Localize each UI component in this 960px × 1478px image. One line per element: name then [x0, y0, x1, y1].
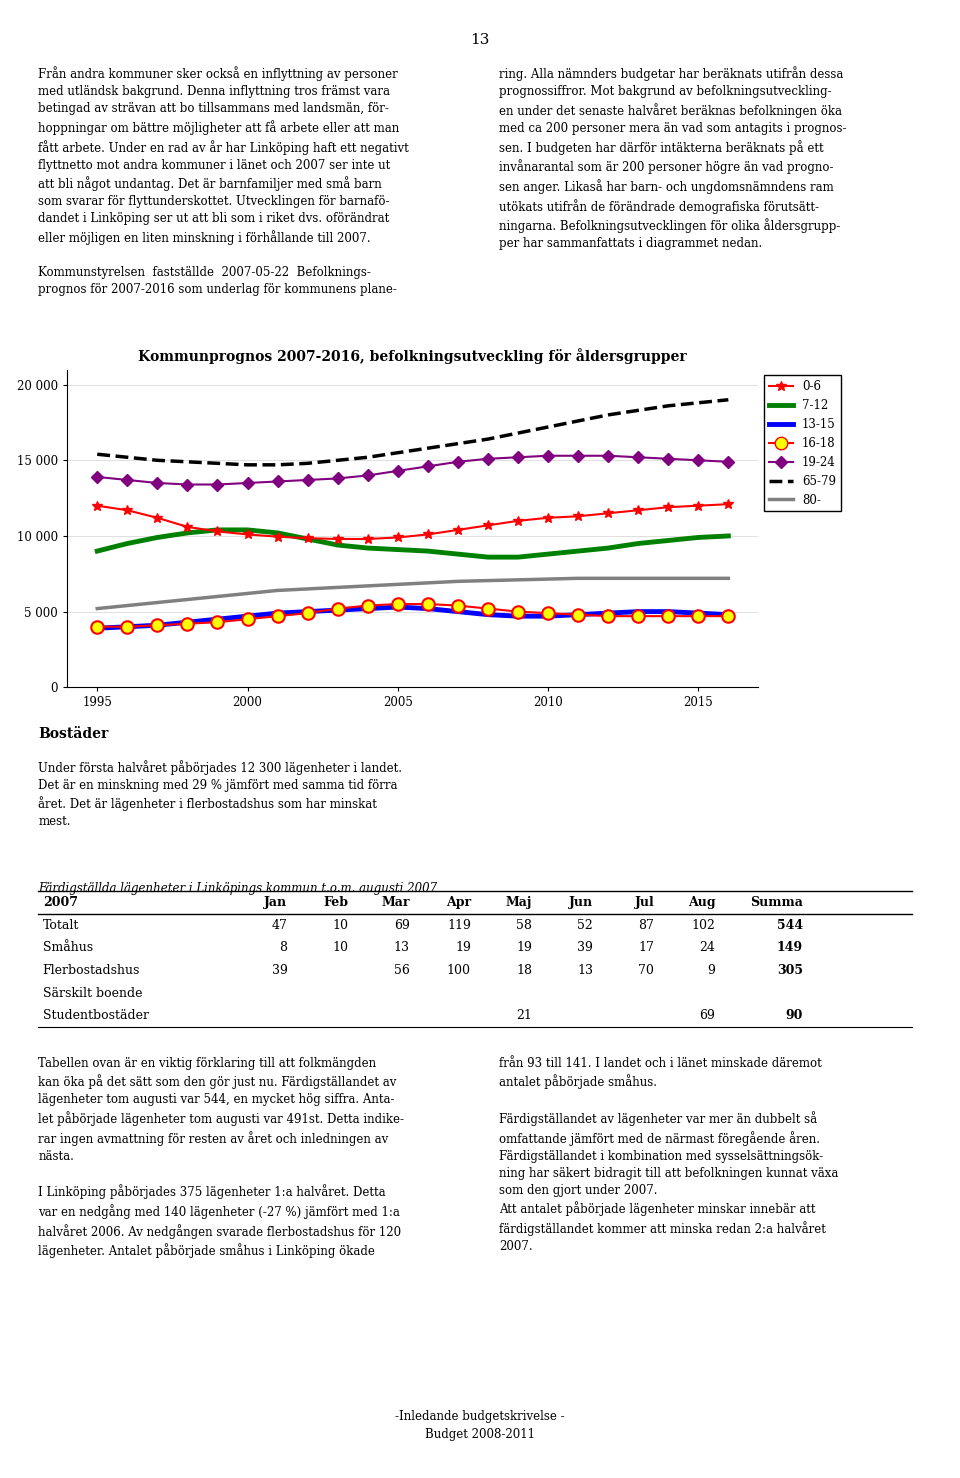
Text: 19: 19 [455, 941, 470, 955]
Text: 18: 18 [516, 964, 532, 977]
Text: Aug: Aug [687, 896, 715, 909]
Text: från 93 till 141. I landet och i länet minskade däremot
antalet påbörjade småhus: från 93 till 141. I landet och i länet m… [499, 1057, 839, 1253]
Text: 56: 56 [394, 964, 410, 977]
Text: 19: 19 [516, 941, 532, 955]
Text: ring. Alla nämnders budgetar har beräknats utifrån dessa
prognossiffror. Mot bak: ring. Alla nämnders budgetar har beräkna… [499, 67, 847, 250]
Text: 8: 8 [279, 941, 287, 955]
Text: 90: 90 [785, 1009, 803, 1023]
Text: 58: 58 [516, 919, 532, 931]
Text: 70: 70 [638, 964, 655, 977]
Text: 9: 9 [708, 964, 715, 977]
Text: 13: 13 [394, 941, 410, 955]
Text: Feb: Feb [324, 896, 348, 909]
Text: Summa: Summa [750, 896, 803, 909]
Text: Studentbostäder: Studentbostäder [43, 1009, 149, 1023]
Text: Från andra kommuner sker också en inflyttning av personer
med utländsk bakgrund.: Från andra kommuner sker också en inflyt… [38, 67, 409, 296]
Text: 13: 13 [470, 33, 490, 46]
Text: Jul: Jul [635, 896, 655, 909]
Text: 13: 13 [577, 964, 593, 977]
Text: 544: 544 [777, 919, 803, 931]
Text: Småhus: Småhus [43, 941, 93, 955]
Text: 69: 69 [700, 1009, 715, 1023]
Text: 102: 102 [691, 919, 715, 931]
Text: Mar: Mar [381, 896, 410, 909]
Text: 47: 47 [272, 919, 287, 931]
Text: Flerbostadshus: Flerbostadshus [43, 964, 140, 977]
Text: Färdigställda lägenheter i Linköpings kommun t.o.m. augusti 2007: Färdigställda lägenheter i Linköpings ko… [38, 882, 438, 896]
Text: 17: 17 [638, 941, 655, 955]
Text: Apr: Apr [445, 896, 470, 909]
Text: Tabellen ovan är en viktig förklaring till att folkmängden
kan öka på det sätt s: Tabellen ovan är en viktig förklaring ti… [38, 1057, 404, 1258]
Text: 87: 87 [638, 919, 655, 931]
Text: 52: 52 [577, 919, 593, 931]
Text: 39: 39 [577, 941, 593, 955]
Legend: 0-6, 7-12, 13-15, 16-18, 19-24, 65-79, 80-: 0-6, 7-12, 13-15, 16-18, 19-24, 65-79, 8… [764, 375, 841, 511]
Text: 24: 24 [700, 941, 715, 955]
Text: 10: 10 [332, 941, 348, 955]
Text: Jan: Jan [264, 896, 287, 909]
Text: 305: 305 [777, 964, 803, 977]
Text: Jun: Jun [569, 896, 593, 909]
Text: -Inledande budgetskrivelse -
Budget 2008-2011: -Inledande budgetskrivelse - Budget 2008… [396, 1410, 564, 1441]
Text: Maj: Maj [506, 896, 532, 909]
Title: Kommunprognos 2007-2016, befolkningsutveckling för åldersgrupper: Kommunprognos 2007-2016, befolkningsutve… [138, 349, 687, 364]
Text: 21: 21 [516, 1009, 532, 1023]
Text: 39: 39 [272, 964, 287, 977]
Text: Under första halvåret påbörjades 12 300 lägenheter i landet.
Det är en minskning: Under första halvåret påbörjades 12 300 … [38, 760, 402, 828]
Text: Totalt: Totalt [43, 919, 79, 931]
Text: Bostäder: Bostäder [38, 727, 108, 740]
Text: 149: 149 [777, 941, 803, 955]
Text: Särskilt boende: Särskilt boende [43, 987, 142, 999]
Text: 69: 69 [394, 919, 410, 931]
Text: 10: 10 [332, 919, 348, 931]
Text: 119: 119 [447, 919, 470, 931]
Text: 100: 100 [446, 964, 470, 977]
Text: 2007: 2007 [43, 896, 78, 909]
